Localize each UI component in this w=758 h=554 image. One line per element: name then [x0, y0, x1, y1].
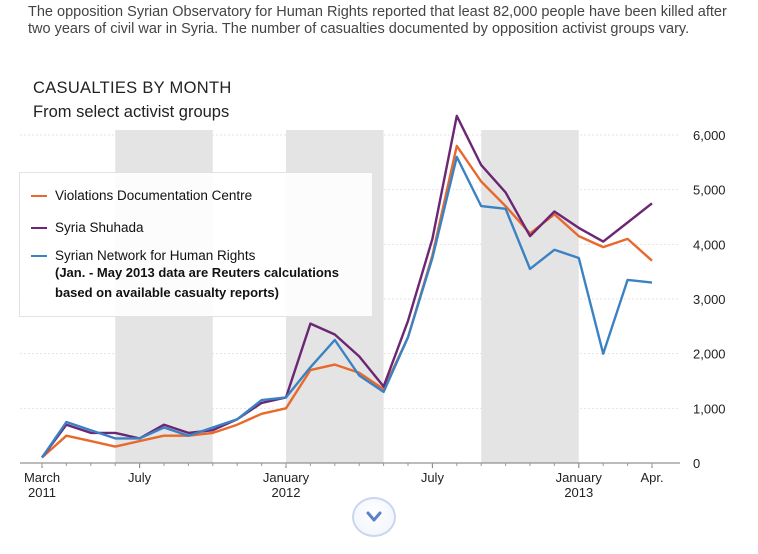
legend-label-shuhada: Syria Shuhada [55, 220, 144, 235]
x-tick-label: March [24, 470, 60, 485]
y-tick-label: 6,000 [693, 128, 726, 143]
chart-legend: Violations Documentation Centre Syria Sh… [19, 172, 373, 317]
x-tick-label: January [263, 470, 310, 485]
x-tick-label: July [421, 470, 445, 485]
y-tick-label: 0 [693, 456, 700, 471]
y-tick-label: 3,000 [693, 292, 726, 307]
x-tick-label: January [556, 470, 603, 485]
shaded-band-2 [481, 130, 579, 463]
series-lines [41, 114, 653, 459]
legend-note-line1: (Jan. - May 2013 data are Reuters calcul… [55, 265, 339, 280]
x-tick-label-year: 2013 [564, 485, 593, 500]
y-tick-label: 5,000 [693, 183, 726, 198]
legend-swatch-shuhada [31, 227, 47, 229]
y-axis-ticks: 0 1,000 2,000 3,000 4,000 5,000 6,000 [693, 128, 726, 471]
chart-title: CASUALTIES BY MONTH [33, 79, 232, 97]
legend-label-vdc: Violations Documentation Centre [55, 188, 253, 203]
intro-text: The opposition Syrian Observatory for Hu… [28, 4, 727, 37]
x-tick-label-year: 2011 [28, 485, 56, 500]
chevron-down-icon [366, 511, 382, 522]
legend-swatch-vdc [31, 195, 47, 197]
legend-note-line2: based on available casualty reports) [55, 285, 279, 300]
legend-swatch-snhr [31, 255, 47, 257]
series-line-2 [41, 155, 653, 459]
x-tick-label: July [128, 470, 152, 485]
chart-subtitle: From select activist groups [33, 103, 230, 121]
x-tick-label-year: 2012 [272, 485, 301, 500]
legend-label-snhr: Syrian Network for Human Rights [55, 248, 256, 263]
series-line-0 [41, 144, 653, 459]
y-tick-label: 4,000 [693, 237, 726, 252]
y-tick-label: 2,000 [693, 347, 726, 362]
legend-note: (Jan. - May 2013 data are Reuters calcul… [55, 263, 339, 303]
x-tick-label: Apr. [640, 470, 663, 485]
y-tick-label: 1,000 [693, 401, 726, 416]
scroll-down-button[interactable] [352, 497, 396, 537]
